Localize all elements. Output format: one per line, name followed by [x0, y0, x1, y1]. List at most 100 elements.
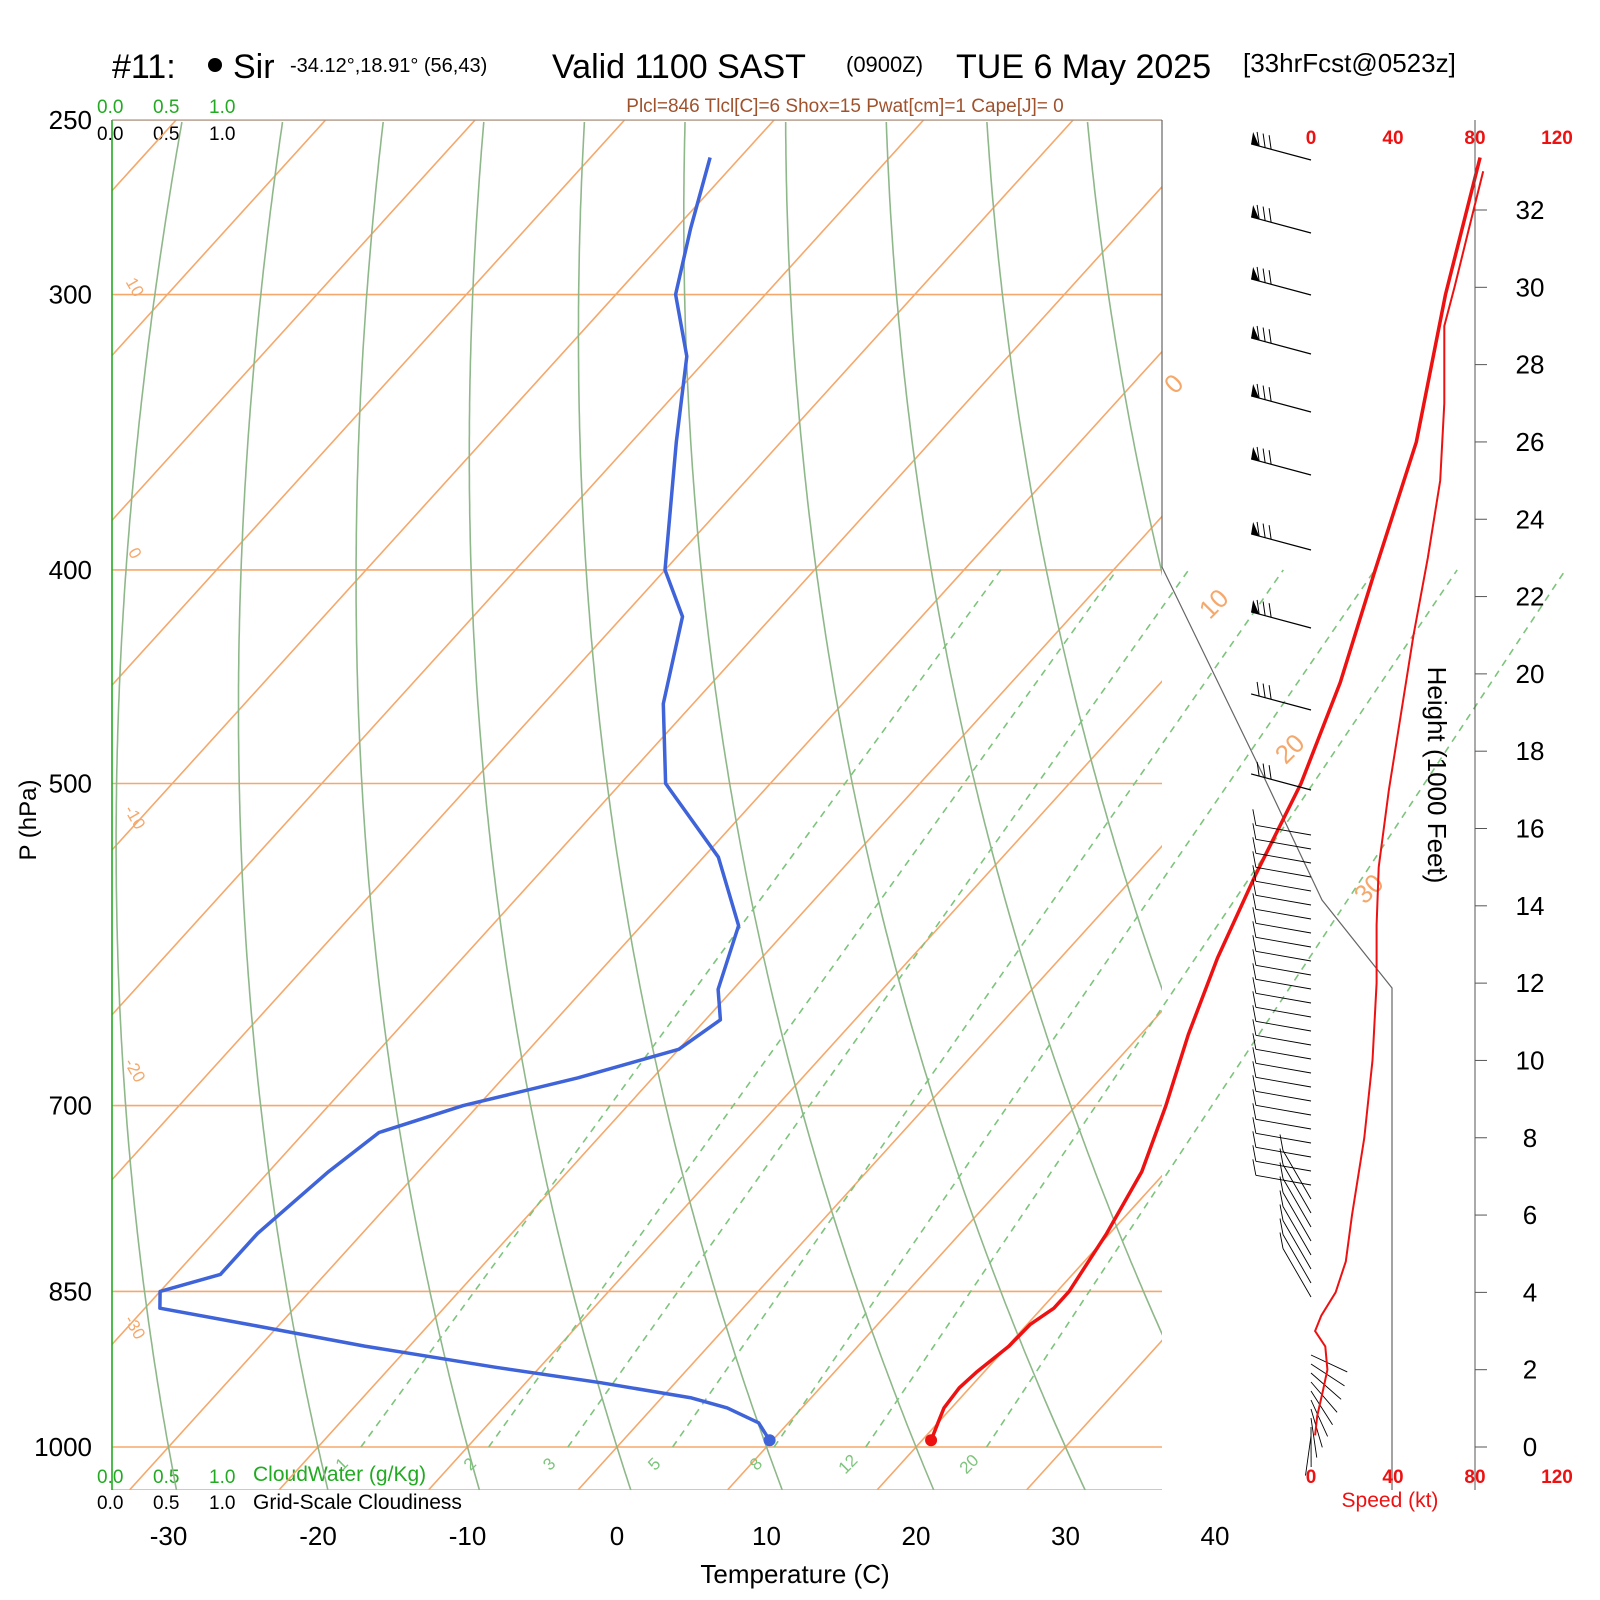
speed-axis-title: Speed (kt)	[1342, 1489, 1439, 1512]
cloud-bottom-green-0: 0.0	[97, 1467, 123, 1488]
wind-barb-feather	[1256, 204, 1260, 220]
wind-barb-staff	[1250, 337, 1312, 355]
wind-barb-staff	[1250, 533, 1312, 551]
height-tick-label: 30	[1516, 272, 1545, 302]
sounding-traces	[158, 157, 1482, 1447]
speed-tick-label-bottom: 0	[1306, 1467, 1317, 1488]
wind-barb-staff	[1255, 1076, 1312, 1088]
isotherm-line	[112, 120, 476, 522]
wind-barb-staff	[1255, 880, 1312, 892]
wind-barb-staff	[1255, 838, 1312, 850]
wind-barb-feather	[1268, 685, 1272, 700]
wind-barb-feather	[1279, 1176, 1284, 1193]
wind-barb-staff	[1255, 978, 1312, 990]
cloud-bottom-black-0: 0.0	[97, 1493, 123, 1514]
wind-barb-staff	[1282, 1178, 1312, 1228]
isotherm-lines	[112, 120, 1162, 1490]
wind-barb-feather	[1279, 1218, 1284, 1235]
wind-barb-pennant	[1251, 599, 1260, 614]
wind-barb-staff	[1282, 1220, 1312, 1270]
wind-barb-feather	[1268, 329, 1272, 344]
wind-barb-feather	[1262, 385, 1266, 400]
x-tick-label: 0	[610, 1521, 624, 1551]
wind-barb-feather	[1252, 823, 1257, 840]
wind-barb-staff	[1250, 458, 1312, 476]
x-axis-title: Temperature (C)	[700, 1559, 889, 1589]
wind-barb-staff	[1255, 908, 1312, 920]
wind-barb-staff	[1255, 964, 1312, 976]
wind-barb-staff	[1255, 1104, 1312, 1116]
wind-barb-feather	[1268, 387, 1272, 402]
wind-barb-feather	[1252, 837, 1257, 854]
wind-barb-feather	[1252, 907, 1257, 924]
wind-barb-feather	[1268, 765, 1272, 780]
wind-barb-feather	[1252, 1075, 1257, 1092]
valid-time: Valid 1100 SAST	[552, 48, 806, 86]
cloud-top-black-1: 0.5	[153, 124, 179, 145]
mixing-ratio-line	[360, 569, 1002, 1448]
height-tick-label: 2	[1523, 1355, 1537, 1385]
isotherm-line	[278, 515, 1162, 1490]
height-tick-label: 26	[1516, 427, 1545, 457]
wind-barb-staff	[1255, 936, 1312, 948]
dry-adiabat-line	[577, 121, 783, 1490]
wind-barb-staff	[1250, 278, 1312, 296]
wind-barb-staff	[1310, 1399, 1328, 1437]
wind-barb-staff	[1250, 693, 1312, 711]
wind-barb-staff	[1255, 824, 1312, 836]
wind-barb-feather	[1252, 977, 1257, 994]
x-tick-label: 40	[1201, 1521, 1230, 1551]
wind-barb-feather	[1256, 599, 1260, 615]
height-tick-label: 24	[1516, 504, 1545, 534]
isotherm-label-left: 10	[122, 274, 148, 300]
wind-barb-feather	[1252, 1159, 1257, 1176]
wind-barb-pennant	[1251, 204, 1260, 219]
valid-date: TUE 6 May 2025	[956, 48, 1211, 86]
forecast-label: [33hrFcst@0523z]	[1243, 48, 1456, 78]
wind-barb-feather	[1262, 601, 1266, 616]
isotherm-line	[577, 844, 1162, 1490]
wind-barb-feather	[1256, 446, 1260, 462]
isotherm-line	[112, 120, 626, 687]
mixing-ratio-label: 8	[746, 1454, 766, 1474]
wind-barb-feather	[1252, 1005, 1257, 1022]
height-tick-label: 16	[1516, 814, 1545, 844]
wind-barb-feather	[1252, 921, 1257, 938]
mixing-ratio-line	[865, 569, 1458, 1448]
height-tick-label: 32	[1516, 195, 1545, 225]
dry-adiabat-line	[986, 121, 1162, 992]
chart-frame	[111, 119, 1393, 1490]
wind-barb-feather	[1256, 325, 1260, 341]
wind-barb-staff	[1250, 611, 1312, 629]
dry-adiabat-line	[784, 122, 1086, 1490]
y-tick-label: 850	[49, 1276, 92, 1306]
wind-barb-feather	[1252, 851, 1257, 868]
speed-tick-label-bottom: 120	[1541, 1467, 1573, 1488]
isotherm-label-right: 30	[1348, 868, 1390, 910]
wind-barb-feather	[1268, 450, 1272, 465]
indices-line: Plcl=846 Tlcl[C]=6 Shox=15 Pwat[cm]=1 Ca…	[626, 96, 1063, 117]
wind-barb-pennant	[1251, 383, 1260, 398]
speed-tick-label-bottom: 80	[1464, 1467, 1485, 1488]
wind-barb-feather	[1252, 893, 1257, 910]
isotherm-label-left: -10	[120, 802, 149, 833]
wind-barb-feather	[1262, 448, 1266, 463]
wind-barb-feather	[1268, 208, 1272, 223]
isotherm-line	[726, 1009, 1162, 1490]
cloudwater-label: CloudWater (g/Kg)	[253, 1463, 426, 1486]
wind-barb-staff	[1255, 1062, 1312, 1074]
dry-adiabat-line	[1389, 122, 1600, 1490]
wind-barb-staff	[1310, 1363, 1345, 1387]
mixing-ratio-line	[567, 569, 1190, 1448]
wind-barb-staff	[1305, 1435, 1312, 1476]
mixing-ratio-label: 20	[956, 1451, 983, 1478]
mixing-ratio-label: 3	[539, 1454, 559, 1474]
x-tick-label: -10	[449, 1521, 487, 1551]
wind-barb-feather	[1256, 681, 1260, 697]
wind-barb-feather	[1262, 133, 1266, 148]
wind-barb-staff	[1250, 143, 1312, 161]
isotherm-label-right: 10	[1193, 583, 1235, 625]
wind-barb-staff	[1255, 894, 1312, 906]
mixing-ratio-line	[773, 569, 1376, 1448]
speed-tick-label-top: 0	[1306, 128, 1317, 149]
